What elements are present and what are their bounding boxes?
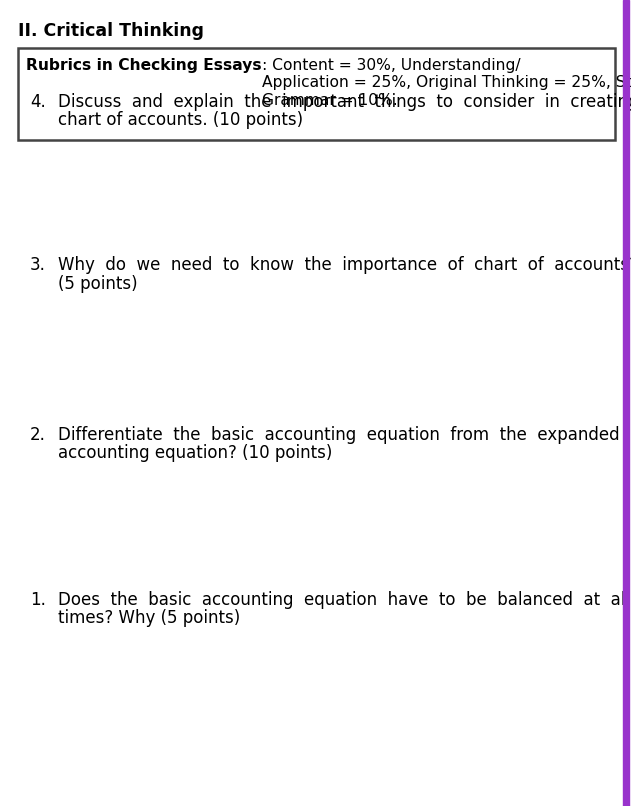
Text: Differentiate  the  basic  accounting  equation  from  the  expanded: Differentiate the basic accounting equat…: [58, 426, 620, 443]
Text: Why  do  we  need  to  know  the  importance  of  chart  of  accounts?: Why do we need to know the importance of…: [58, 256, 631, 274]
Text: Does  the  basic  accounting  equation  have  to  be  balanced  at  all: Does the basic accounting equation have …: [58, 591, 630, 609]
Text: 1.: 1.: [30, 591, 46, 609]
Text: 4.: 4.: [30, 93, 46, 110]
Text: accounting equation? (10 points): accounting equation? (10 points): [58, 444, 333, 462]
Text: (5 points): (5 points): [58, 275, 138, 293]
FancyBboxPatch shape: [18, 48, 615, 140]
Text: Discuss  and  explain  the  important  things  to  consider  in  creating: Discuss and explain the important things…: [58, 93, 631, 110]
Text: Rubrics in Checking Essays: Rubrics in Checking Essays: [26, 58, 262, 73]
Text: times? Why (5 points): times? Why (5 points): [58, 609, 240, 627]
Text: II. Critical Thinking: II. Critical Thinking: [18, 22, 204, 40]
Bar: [623, 0, 629, 806]
Text: 2.: 2.: [30, 426, 46, 443]
Text: 3.: 3.: [30, 256, 46, 274]
Text: chart of accounts. (10 points): chart of accounts. (10 points): [58, 111, 303, 129]
Text: : Content = 30%, Understanding/
Application = 25%, Original Thinking = 25%, Stru: : Content = 30%, Understanding/ Applicat…: [262, 58, 631, 108]
